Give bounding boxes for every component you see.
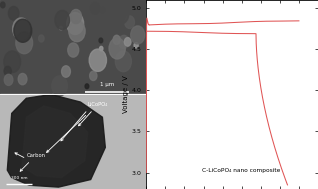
- Circle shape: [136, 38, 140, 43]
- Text: 300 nm: 300 nm: [11, 177, 27, 180]
- Circle shape: [134, 43, 138, 48]
- Circle shape: [69, 21, 85, 42]
- Text: C-LiCoPO₄ nano composite: C-LiCoPO₄ nano composite: [203, 168, 281, 173]
- Circle shape: [4, 66, 11, 76]
- Circle shape: [99, 38, 103, 43]
- Circle shape: [91, 2, 100, 14]
- Circle shape: [119, 35, 129, 49]
- Bar: [0, 94, 146, 189]
- Circle shape: [100, 46, 103, 51]
- Circle shape: [85, 84, 89, 89]
- Circle shape: [109, 38, 125, 59]
- Circle shape: [67, 12, 84, 34]
- Circle shape: [52, 76, 67, 96]
- Circle shape: [55, 10, 70, 29]
- Circle shape: [90, 71, 97, 81]
- Circle shape: [4, 51, 21, 73]
- Circle shape: [14, 19, 32, 42]
- Circle shape: [113, 35, 120, 44]
- Circle shape: [8, 6, 19, 20]
- Circle shape: [16, 32, 33, 54]
- Circle shape: [89, 49, 107, 71]
- Y-axis label: Voltage / V: Voltage / V: [123, 76, 129, 113]
- Text: Carbon: Carbon: [20, 153, 45, 171]
- Circle shape: [112, 2, 129, 24]
- Text: 1 μm: 1 μm: [100, 82, 114, 87]
- Polygon shape: [7, 94, 105, 187]
- Circle shape: [13, 18, 30, 40]
- Circle shape: [131, 26, 145, 44]
- Text: LiCoPO₄: LiCoPO₄: [79, 102, 108, 126]
- Circle shape: [100, 8, 105, 13]
- Circle shape: [59, 26, 62, 30]
- Circle shape: [115, 51, 131, 72]
- Circle shape: [124, 38, 131, 46]
- Circle shape: [62, 66, 70, 77]
- Circle shape: [71, 9, 81, 24]
- Polygon shape: [22, 106, 88, 178]
- Circle shape: [18, 74, 27, 85]
- Circle shape: [4, 74, 13, 85]
- Circle shape: [68, 43, 79, 57]
- Bar: [0, 0, 146, 94]
- Circle shape: [125, 16, 135, 29]
- Circle shape: [1, 2, 5, 8]
- Circle shape: [38, 35, 44, 42]
